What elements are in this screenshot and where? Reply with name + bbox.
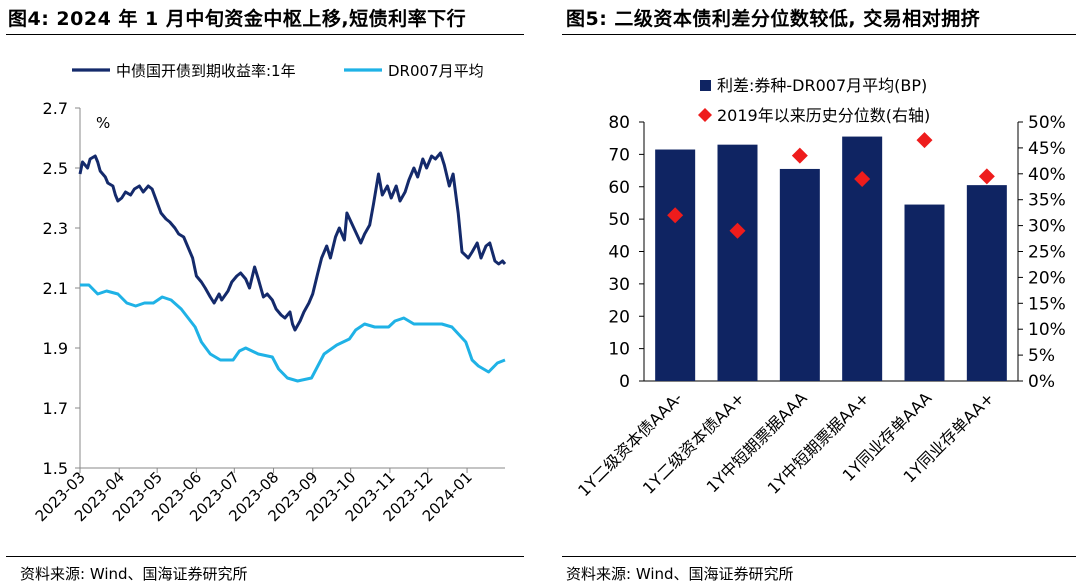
y-tick-label: 1.5 [43, 459, 68, 478]
right-y-tick-label: 10% [1028, 320, 1066, 340]
y-tick-label: 1.9 [43, 339, 68, 358]
percentile-marker [916, 132, 933, 149]
left-source-note: 资料来源: Wind、国海证券研究所 [20, 565, 248, 583]
bar [655, 149, 696, 381]
legend-bar-swatch [700, 80, 711, 91]
right-source-note: 资料来源: Wind、国海证券研究所 [566, 565, 794, 583]
percentile-marker [978, 168, 995, 185]
right-chart-title: 图5: 二级资本债利差分位数较低, 交易相对拥挤 [566, 8, 981, 30]
y-unit-label: % [96, 114, 110, 132]
right-y-tick-label: 0% [1028, 372, 1055, 392]
left-y-tick-label: 80 [608, 113, 630, 133]
left-chart-title: 图4: 2024 年 1 月中旬资金中枢上移,短债利率下行 [8, 8, 467, 30]
legend-marker-label: 2019年以来历史分位数(右轴) [717, 106, 930, 125]
x-category-label: 1Y二级资本债AAA- [574, 388, 686, 500]
left-y-tick-label: 20 [608, 307, 630, 327]
left-y-tick-label: 10 [608, 340, 630, 360]
legend-label-1: 中债国开债到期收益率:1年 [116, 62, 296, 80]
left-y-tick-label: 70 [608, 145, 630, 165]
right-y-tick-label: 20% [1028, 268, 1066, 288]
left-title-rule [6, 34, 524, 35]
percentile-marker [854, 170, 871, 187]
left-y-tick-label: 30 [608, 275, 630, 295]
bar [966, 185, 1007, 381]
bar-chart: 0 10 20 30 40 50 60 70 80 0% 5% 10% 15% 20% 25% 30% 35% 4… [574, 76, 1066, 500]
right-y-tick-label: 50% [1028, 113, 1066, 133]
right-y-tick-label: 25% [1028, 243, 1066, 263]
y-tick-label: 2.7 [43, 99, 68, 118]
left-y-tick-label: 40 [608, 243, 630, 263]
legend-label-2: DR007月平均 [388, 62, 484, 80]
right-title-rule [562, 34, 1076, 35]
y-tick-label: 2.1 [43, 279, 68, 298]
y-tick-label: 2.3 [43, 219, 68, 238]
right-y-tick-label: 30% [1028, 217, 1066, 237]
right-y-tick-label: 35% [1028, 191, 1066, 211]
left-y-tick-label: 60 [608, 178, 630, 198]
line-chart: 1.51.71.92.12.32.52.7%2023-032023-042023… [32, 62, 507, 525]
series-line-2 [80, 283, 506, 383]
legend-bar-label: 利差:券种-DR007月平均(BP) [717, 76, 927, 95]
bar [904, 204, 945, 381]
left-y-tick-label: 0 [619, 372, 630, 392]
bar [717, 144, 758, 381]
percentile-marker [667, 207, 684, 224]
y-tick-label: 2.5 [43, 159, 68, 178]
right-y-tick-label: 5% [1028, 346, 1055, 366]
right-y-tick-label: 15% [1028, 294, 1066, 314]
right-y-tick-label: 45% [1028, 139, 1066, 159]
left-source-rule [6, 556, 524, 557]
percentile-marker [791, 147, 808, 164]
right-y-tick-label: 40% [1028, 165, 1066, 185]
bar [779, 168, 820, 381]
percentile-marker [729, 222, 746, 239]
series-line-1 [78, 151, 507, 332]
right-source-rule [562, 556, 1076, 557]
left-y-tick-label: 50 [608, 210, 630, 230]
legend-marker-swatch [698, 108, 712, 122]
y-tick-label: 1.7 [43, 399, 68, 418]
